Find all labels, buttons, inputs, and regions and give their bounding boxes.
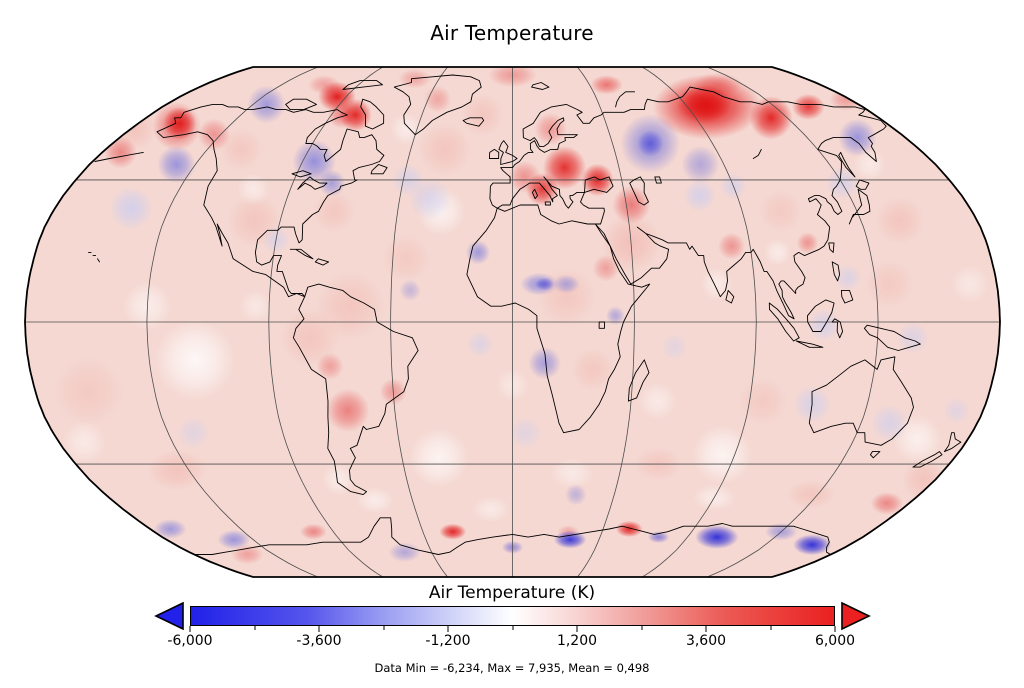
- colorbar-label: Air Temperature (K): [428, 583, 596, 603]
- colorbar-right-arrow-icon: [841, 601, 871, 631]
- colorbar-bar: [190, 606, 835, 626]
- colorbar-tick-label: -6,000: [167, 633, 213, 649]
- colorbar-tick-label: 3,600: [685, 633, 727, 649]
- colorbar-tick-label: -3,600: [296, 633, 342, 649]
- data-stats-caption: Data Min = -6,234, Max = 7,935, Mean = 0…: [374, 661, 650, 675]
- colorbar-minor-tick: [383, 626, 384, 630]
- colorbar-major-tick: [834, 626, 836, 632]
- colorbar-ticks: [189, 626, 836, 634]
- colorbar-minor-tick: [254, 626, 255, 630]
- colorbar-major-tick: [447, 626, 449, 632]
- colorbar-major-tick: [318, 626, 320, 632]
- colorbar-major-tick: [705, 626, 707, 632]
- colorbar-minor-tick: [512, 626, 513, 630]
- coastlines: [88, 74, 962, 555]
- colorbar-minor-tick: [641, 626, 642, 630]
- plot-title: Air Temperature: [430, 21, 594, 45]
- colorbar-tick-labels: -6,000 -3,600 -1,200 1,200 3,600 6,000: [167, 633, 855, 651]
- colorbar-tick-label: -1,200: [425, 633, 471, 649]
- colorbar-left-arrow-icon: [154, 601, 184, 631]
- colorbar-major-tick: [189, 626, 191, 632]
- colorbar-minor-tick: [770, 626, 771, 630]
- colorbar-major-tick: [576, 626, 578, 632]
- colorbar-tick-label: 6,000: [814, 633, 856, 649]
- colorbar-tick-label: 1,200: [556, 633, 598, 649]
